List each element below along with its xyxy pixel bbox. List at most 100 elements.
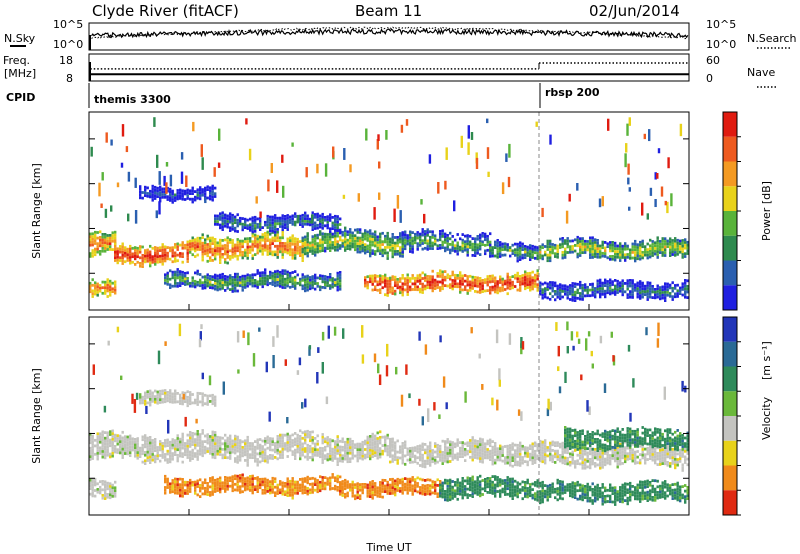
power-cell bbox=[571, 247, 574, 251]
vel-cell bbox=[651, 450, 654, 454]
power-scatter-cell bbox=[423, 213, 426, 224]
power-cell bbox=[249, 274, 252, 277]
power-scatter-cell bbox=[158, 171, 161, 185]
power-cell bbox=[99, 286, 102, 290]
vel-cell bbox=[99, 446, 102, 450]
power-cell bbox=[411, 248, 414, 251]
power-cell bbox=[111, 234, 114, 237]
power-cell bbox=[291, 256, 294, 260]
power-cell bbox=[314, 227, 317, 230]
vel-cell bbox=[614, 448, 617, 452]
vel-cell bbox=[191, 432, 194, 435]
vel-cell bbox=[171, 452, 174, 455]
vel-cell bbox=[329, 446, 332, 450]
vel-cell bbox=[211, 481, 214, 485]
vel-cell bbox=[91, 494, 94, 498]
power-cell bbox=[546, 242, 549, 246]
power-cell bbox=[479, 242, 482, 245]
power-cell bbox=[259, 219, 262, 223]
power-cell bbox=[106, 281, 109, 284]
power-cell bbox=[661, 242, 664, 246]
power-cell bbox=[266, 233, 269, 237]
vel-cell bbox=[511, 442, 514, 446]
vel-cell bbox=[181, 483, 184, 487]
power-cell bbox=[221, 214, 224, 217]
vel-cell bbox=[491, 451, 494, 455]
vel-cell bbox=[201, 451, 204, 455]
power-cell bbox=[614, 247, 617, 251]
vel-cell bbox=[581, 455, 584, 459]
vel-cell bbox=[176, 439, 179, 443]
power-cell bbox=[606, 285, 609, 289]
vel-cell bbox=[586, 459, 589, 463]
power-cell bbox=[229, 277, 232, 280]
vel-cell bbox=[374, 451, 377, 455]
power-cell bbox=[639, 294, 642, 297]
power-cell bbox=[281, 230, 284, 234]
power-cell bbox=[104, 247, 107, 250]
vel-cell bbox=[191, 434, 194, 438]
power-cell bbox=[174, 196, 177, 200]
power-cell bbox=[229, 226, 232, 230]
vel-cell bbox=[311, 450, 314, 453]
power-cell bbox=[609, 289, 612, 293]
power-cell bbox=[244, 217, 247, 221]
vel-cell bbox=[314, 448, 317, 451]
vel-cell bbox=[389, 441, 392, 444]
power-cell bbox=[281, 228, 284, 232]
vel-cell bbox=[571, 459, 574, 462]
power-cell bbox=[324, 235, 327, 239]
vel-cell bbox=[519, 441, 522, 445]
vel-cell bbox=[609, 454, 612, 457]
vel-cell bbox=[679, 448, 682, 452]
power-cell bbox=[509, 254, 512, 258]
vel-cell bbox=[96, 440, 99, 444]
power-cell bbox=[461, 280, 464, 283]
power-cell bbox=[286, 284, 289, 288]
power-cell bbox=[649, 252, 652, 256]
power-cell bbox=[179, 194, 182, 197]
power-cell bbox=[506, 243, 509, 246]
power-cell bbox=[576, 238, 579, 242]
vel-cell bbox=[221, 448, 224, 451]
power-cell bbox=[301, 239, 304, 243]
vel-cell bbox=[236, 474, 239, 478]
power-cell bbox=[199, 189, 202, 192]
vel-cell bbox=[161, 453, 164, 456]
power-cell bbox=[516, 288, 519, 292]
power-cell bbox=[224, 238, 227, 242]
power-cell bbox=[646, 292, 649, 296]
vel-cell bbox=[281, 444, 284, 448]
power-cell bbox=[569, 239, 572, 243]
vel-cell bbox=[461, 441, 464, 444]
power-cell bbox=[374, 252, 377, 256]
power-cell bbox=[306, 288, 309, 292]
power-cell bbox=[246, 242, 249, 246]
power-cell bbox=[636, 284, 639, 288]
power-cell bbox=[336, 231, 339, 235]
power-cell bbox=[549, 286, 552, 290]
vel-cell bbox=[374, 437, 377, 441]
vel-cell bbox=[566, 451, 569, 455]
vel-cell bbox=[209, 485, 212, 489]
power-cell bbox=[304, 281, 307, 284]
power-cell bbox=[541, 282, 544, 286]
power-cell bbox=[91, 254, 94, 258]
power-cell bbox=[541, 243, 544, 247]
vel-cell bbox=[231, 480, 234, 484]
power-cell bbox=[164, 259, 167, 263]
power-cell bbox=[196, 272, 199, 276]
vel-cell bbox=[211, 453, 214, 456]
power-cell bbox=[529, 277, 532, 281]
power-cell bbox=[211, 239, 214, 243]
power-scatter-cell bbox=[120, 162, 124, 168]
vel-cell bbox=[559, 442, 562, 446]
power-cell bbox=[624, 245, 627, 248]
vel-cell bbox=[444, 457, 447, 460]
vel-cell bbox=[516, 463, 519, 467]
vel-cell bbox=[351, 442, 354, 446]
vel-cell bbox=[616, 462, 619, 466]
vel-cell bbox=[624, 457, 627, 461]
vel-cell bbox=[391, 454, 394, 458]
power-cell bbox=[479, 277, 482, 280]
